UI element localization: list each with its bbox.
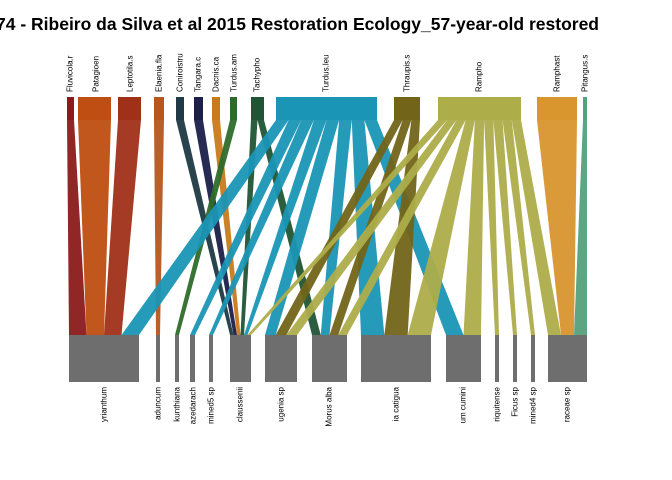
lower-species-box (513, 335, 517, 382)
higher-species-box (78, 97, 111, 120)
lower-species-box (446, 335, 481, 382)
lower-species-box (156, 335, 160, 382)
lower-species-box (175, 335, 179, 382)
higher-species-label: Dacnis.ca (212, 56, 221, 92)
higher-species-box (176, 97, 184, 120)
interaction-link (574, 120, 587, 335)
higher-species-label: Coniroistru (176, 53, 185, 92)
lower-species-box (495, 335, 499, 382)
higher-species-label: Turdus.am (230, 54, 239, 92)
higher-species-label: Turdus.leu (322, 55, 331, 93)
higher-species-box (276, 97, 377, 120)
higher-species-box (194, 97, 203, 120)
lower-species-label: yrianthum (100, 387, 109, 422)
interaction-link (154, 120, 164, 335)
lower-species-label: mined5 sp (207, 386, 216, 423)
interaction-link (240, 120, 258, 335)
higher-species-box (154, 97, 164, 120)
lower-species-box (209, 335, 213, 382)
higher-species-box (67, 97, 74, 120)
interaction-link (511, 120, 561, 335)
higher-species-box (230, 97, 237, 120)
interaction-link (104, 120, 141, 335)
lower-species-label: riquitense (493, 386, 502, 421)
higher-species-box (212, 97, 220, 120)
lower-species-label: ia catigua (392, 386, 401, 421)
lower-species-label: um cumini (459, 387, 468, 424)
higher-species-label: Elaenia.fla (155, 54, 164, 92)
interaction-link (247, 120, 448, 335)
higher-species-box (394, 97, 420, 120)
interaction-link (265, 120, 340, 335)
interaction-link (286, 120, 457, 335)
lower-species-box (230, 335, 251, 382)
higher-species-label: Fluvicola.r (66, 55, 75, 92)
interaction-link (78, 120, 111, 335)
lower-species-label: claussenii (236, 387, 245, 422)
interaction-link (190, 120, 302, 335)
higher-species-box (438, 97, 521, 120)
interaction-link (493, 120, 517, 335)
higher-species-label: Patagioen (92, 56, 101, 92)
interaction-link (463, 120, 485, 335)
lower-species-label: raceae sp (563, 386, 572, 422)
lower-species-box (548, 335, 587, 382)
higher-species-box (118, 97, 141, 120)
interaction-link (407, 120, 475, 335)
lower-species-box (531, 335, 535, 382)
higher-species-box (583, 97, 587, 120)
higher-species-label: Thraupis.s (403, 55, 412, 92)
species-labels: Fluvicola.r Patagioen Leptotila.s Elaenia.f… (66, 53, 590, 426)
lower-species-label: kunthiana (173, 386, 182, 421)
lower-species-label: Morus alba (325, 386, 334, 426)
higher-species-label: Leptotila.s (126, 56, 135, 92)
interaction-link (502, 120, 535, 335)
lower-species-label: aduncum (154, 387, 163, 420)
higher-species-label: Pitangus.s (581, 55, 590, 92)
lower-species-box (361, 335, 431, 382)
higher-species-box (537, 97, 577, 120)
lower-species-box (312, 335, 347, 382)
lower-species-label: azedarach (189, 387, 198, 424)
lower-species-box (190, 335, 195, 382)
interaction-links (67, 120, 587, 335)
interaction-link (121, 120, 289, 335)
species-boxes (67, 97, 587, 382)
lower-species-label: ugenia sp (277, 386, 286, 421)
interaction-link (338, 120, 466, 335)
lower-species-label: mined4 sp (529, 386, 538, 423)
higher-species-box (251, 97, 264, 120)
interaction-link (194, 120, 237, 335)
lower-species-label: Ficus sp (511, 386, 520, 416)
higher-species-label: Tachypho (253, 57, 262, 92)
interaction-link (244, 120, 327, 335)
interaction-link (209, 120, 314, 335)
page-title: 74 - Ribeiro da Silva et al 2015 Restora… (0, 14, 599, 34)
interaction-link (484, 120, 499, 335)
higher-species-label: Ramphast (553, 55, 562, 92)
interaction-link (67, 120, 87, 335)
lower-species-box (69, 335, 139, 382)
higher-species-label: Rampho (475, 61, 484, 92)
higher-species-label: Tangara.c (194, 57, 203, 92)
interaction-link (275, 120, 403, 335)
lower-species-box (265, 335, 297, 382)
interaction-link (537, 120, 577, 335)
